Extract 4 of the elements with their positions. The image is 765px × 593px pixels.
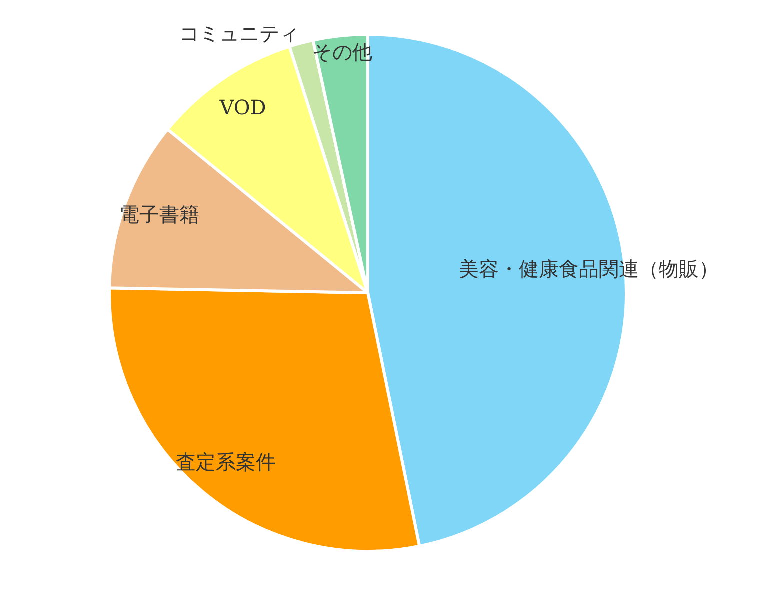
- slice-label: 電子書籍: [119, 202, 200, 227]
- slice-label: コミュニティ: [179, 22, 300, 46]
- slice-label: VOD: [218, 95, 266, 120]
- slice-label: 査定系案件: [176, 450, 276, 474]
